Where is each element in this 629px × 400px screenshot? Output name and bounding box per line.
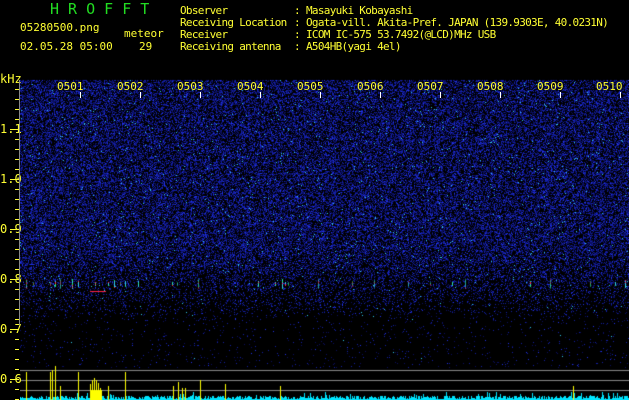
- time-tick: [260, 92, 261, 98]
- y-tick: [15, 269, 19, 270]
- spectrogram: [20, 78, 629, 400]
- y-tick: [15, 249, 19, 250]
- meteor-count: 29: [139, 40, 153, 53]
- y-tick: [15, 109, 19, 110]
- y-tick: [10, 129, 19, 130]
- time-label: 0503: [177, 80, 204, 93]
- time-label: 0508: [477, 80, 504, 93]
- y-tick: [15, 359, 19, 360]
- file-name: 05280500.png: [20, 21, 100, 34]
- y-tick: [10, 329, 19, 330]
- y-tick: [15, 309, 19, 310]
- time-tick: [320, 92, 321, 98]
- y-tick: [15, 209, 19, 210]
- y-tick: [15, 369, 19, 370]
- datetime: 02.05.28 05:00: [20, 40, 113, 53]
- y-tick: [15, 99, 19, 100]
- y-tick: [10, 179, 19, 180]
- y-tick: [15, 139, 19, 140]
- time-label: 0501: [57, 80, 84, 93]
- y-tick: [15, 299, 19, 300]
- info-label: Receiving antenna: [180, 40, 281, 53]
- y-tick: [15, 189, 19, 190]
- y-tick: [15, 389, 19, 390]
- time-tick: [560, 92, 561, 98]
- info-separator: :: [294, 28, 301, 41]
- info-value: ICOM IC-575 53.7492(@LCD)MHz USB: [306, 28, 496, 41]
- y-unit: kHz: [0, 72, 22, 86]
- time-tick: [500, 92, 501, 98]
- info-label: Observer: [180, 4, 228, 17]
- time-tick: [80, 92, 81, 98]
- y-tick: [15, 119, 19, 120]
- info-value: Masayuki Kobayashi: [306, 4, 413, 17]
- time-label: 0506: [357, 80, 384, 93]
- y-tick: [15, 349, 19, 350]
- info-label: Receiving Location: [180, 16, 287, 29]
- y-tick: [15, 239, 19, 240]
- y-tick: [15, 89, 19, 90]
- time-label: 0509: [537, 80, 564, 93]
- y-tick: [15, 149, 19, 150]
- time-label: 0510: [596, 80, 623, 93]
- info-separator: :: [294, 40, 301, 53]
- time-tick: [140, 92, 141, 98]
- time-tick: [620, 92, 621, 98]
- y-tick: [15, 219, 19, 220]
- y-tick: [15, 289, 19, 290]
- y-tick: [10, 229, 19, 230]
- time-label: 0505: [297, 80, 324, 93]
- info-separator: :: [294, 4, 301, 17]
- y-tick: [15, 199, 19, 200]
- y-axis-line: [19, 80, 20, 325]
- y-tick: [15, 169, 19, 170]
- time-label: 0504: [237, 80, 264, 93]
- y-tick: [10, 279, 19, 280]
- meteor-label: meteor: [124, 27, 164, 40]
- time-tick: [440, 92, 441, 98]
- app-title: H R O F F T: [50, 0, 150, 18]
- time-tick: [200, 92, 201, 98]
- info-label: Receiver: [180, 28, 228, 41]
- y-tick: [15, 319, 19, 320]
- time-label: 0502: [117, 80, 144, 93]
- y-tick: [15, 339, 19, 340]
- info-separator: :: [294, 16, 301, 29]
- time-label: 0507: [417, 80, 444, 93]
- y-tick: [10, 379, 19, 380]
- info-value: A504HB(yagi 4el): [306, 40, 401, 53]
- y-tick: [15, 259, 19, 260]
- info-value: Ogata-vill. Akita-Pref. JAPAN (139.9303E…: [306, 16, 609, 29]
- time-tick: [380, 92, 381, 98]
- y-tick: [15, 159, 19, 160]
